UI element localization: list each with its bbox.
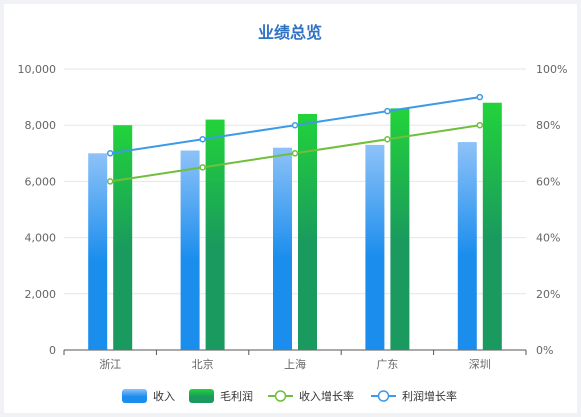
y-right-tick-label: 0% [536,344,553,357]
legend-swatch [122,389,147,403]
legend-swatch [189,389,214,403]
line-point [476,121,484,129]
line-point [199,164,206,171]
y-left-tick-label: 8,000 [25,119,57,132]
legend-marker [274,390,287,402]
grid-lines [64,68,526,351]
y-left-tick-label: 6,000 [25,175,57,188]
line-point [291,121,299,129]
legend-item[interactable]: 收入 [122,389,175,403]
bar-gross-profit [205,119,225,350]
legend-label: 收入 [153,389,175,403]
y-left-tick-label: 2,000 [25,288,57,301]
y-left-tick-label: 4,000 [25,232,57,245]
y-left-tick-label: 10,000 [18,63,57,76]
y-right-tick-label: 60% [536,175,560,188]
line-point [384,107,391,115]
legend-label: 毛利润 [220,389,253,403]
line-point [291,150,299,157]
y-right-tick-label: 80% [536,119,560,132]
chart-svg: 业绩总览 0 0% 2,000 20% 4,000 40% 6,000 60% 8,000 80%… [18,23,568,403]
bar-series [88,102,502,351]
line-point [384,136,391,143]
line-series [106,93,484,185]
bar-revenue [180,150,200,350]
x-tick-label: 浙江 [99,358,121,371]
bar-gross-profit [113,125,133,350]
legend-label: 利润增长率 [402,389,457,403]
axes: 0 0% 2,000 20% 4,000 40% 6,000 60% 8,000 80% 10,00… [18,63,568,371]
bar-gross-profit [390,108,410,350]
x-tick-label: 深圳 [469,358,491,371]
line-point [106,150,114,157]
chart-card: 业绩总览 0 0% 2,000 20% 4,000 40% 6,000 60% 8,000 80%… [4,4,577,413]
bar-revenue [273,147,292,350]
bar-revenue [365,144,385,350]
bar-revenue [88,153,108,350]
bar-gross-profit [298,113,317,351]
legend-item[interactable]: 毛利润 [189,389,253,403]
legend-item[interactable]: 利润增长率 [371,389,457,403]
legend-label: 收入增长率 [299,389,354,403]
chart-title: 业绩总览 [258,23,322,42]
legend-marker [377,390,390,402]
x-tick-label: 广东 [376,358,398,371]
y-right-tick-label: 40% [536,232,560,245]
x-tick-label: 上海 [284,357,306,371]
x-tick-label: 北京 [192,357,214,371]
bar-gross-profit [482,102,502,350]
bar-revenue [457,142,477,350]
y-right-tick-label: 100% [536,63,567,76]
line-point [199,136,206,143]
y-left-tick-label: 0 [49,344,56,357]
legend-item[interactable]: 收入增长率 [268,389,354,403]
line-point [476,93,484,101]
line-point [106,178,114,185]
y-right-tick-label: 20% [536,288,560,301]
legend: 收入 毛利润 收入增长率 利润增长率 [122,389,457,403]
